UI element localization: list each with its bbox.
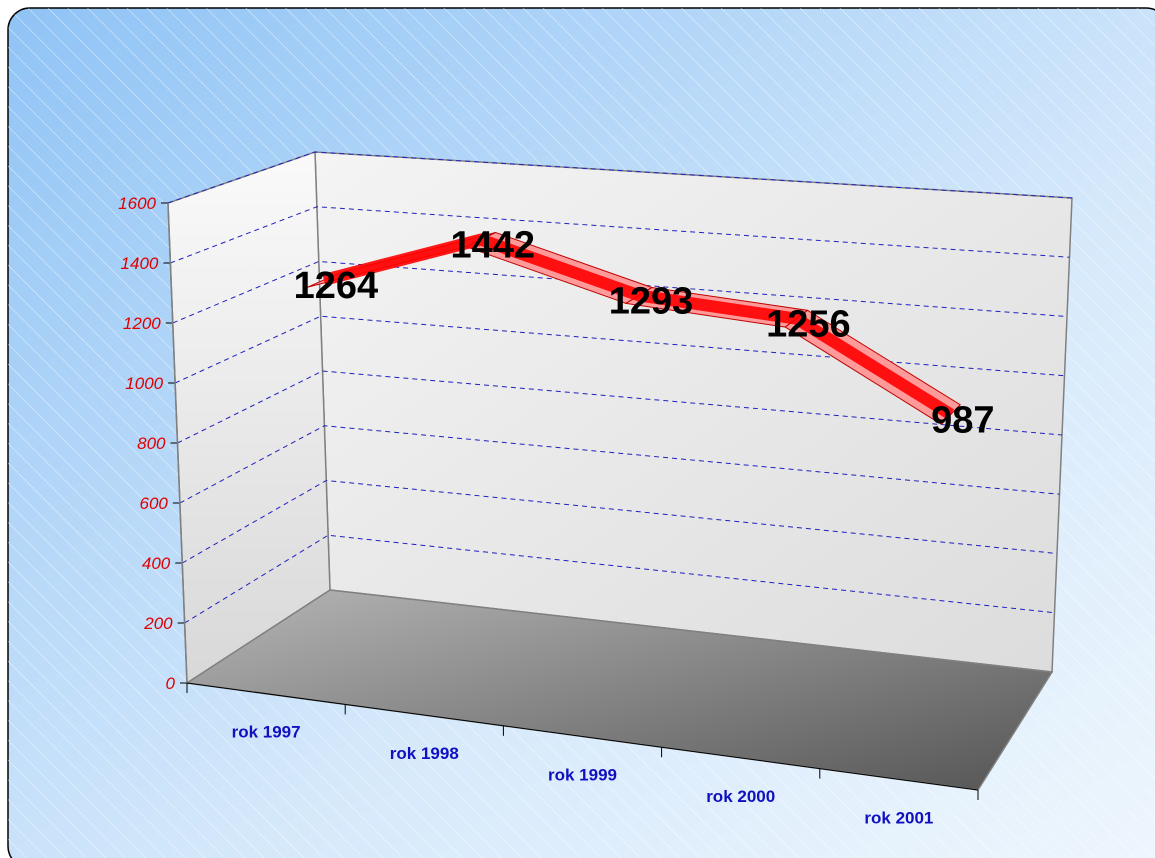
grid-line bbox=[174, 315, 1065, 384]
grid-line bbox=[172, 260, 1068, 324]
grid-line bbox=[184, 534, 1055, 624]
grid-line bbox=[179, 425, 1060, 504]
data-label: 1256 bbox=[766, 304, 851, 346]
grid-line bbox=[167, 151, 1073, 204]
x-axis bbox=[186, 682, 979, 791]
y-tick-label: 400 bbox=[142, 554, 171, 573]
x-tick-label: rok 2000 bbox=[706, 787, 775, 806]
y-tick-label: 1400 bbox=[121, 254, 159, 273]
y-tick-label: 200 bbox=[143, 614, 173, 633]
y-axis bbox=[167, 202, 188, 684]
side-wall bbox=[167, 150, 331, 685]
x-tick-label: rok 1997 bbox=[232, 723, 301, 742]
y-tick-label: 1200 bbox=[123, 314, 161, 333]
grid-line bbox=[182, 479, 1058, 564]
data-label: 1293 bbox=[609, 280, 694, 322]
y-tick-label: 800 bbox=[137, 434, 166, 453]
data-label: 1442 bbox=[451, 225, 536, 267]
y-tick-label: 1600 bbox=[118, 194, 156, 213]
data-label: 987 bbox=[931, 400, 994, 442]
y-tick-label: 0 bbox=[166, 674, 176, 693]
y-tick-label: 600 bbox=[140, 494, 169, 513]
x-tick-label: rok 1998 bbox=[390, 744, 459, 763]
y-tick-label: 1000 bbox=[125, 374, 163, 393]
x-tick-label: rok 1999 bbox=[548, 766, 617, 785]
line bbox=[322, 233, 954, 420]
data-label: 1264 bbox=[294, 265, 379, 307]
x-tick-label: rok 2001 bbox=[864, 808, 933, 827]
plot: 0 200 400 600 800 1000 1200 1400 1600 rok 1997 rok… bbox=[118, 150, 1073, 827]
grid-line bbox=[170, 206, 1070, 264]
